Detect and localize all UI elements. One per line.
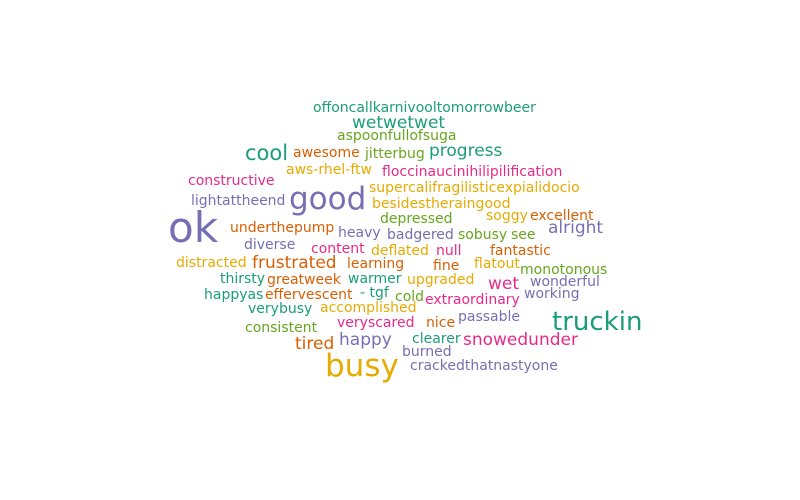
word-flatout: flatout: [474, 256, 520, 272]
word-awesome: awesome: [293, 145, 360, 161]
word-cool: cool: [245, 141, 289, 165]
word-veryscared: veryscared: [337, 315, 415, 331]
word-upgraded: upgraded: [407, 272, 475, 288]
word-diverse: diverse: [244, 237, 296, 253]
word-depressed: depressed: [380, 211, 453, 227]
word-besidestheraingood: besidestheraingood: [372, 196, 511, 212]
word-fantastic: fantastic: [490, 243, 551, 259]
word-offoncallkarnivooltomorrowbeer: offoncallkarnivooltomorrowbeer: [313, 100, 536, 116]
word-frustrated: frustrated: [252, 253, 337, 273]
word-tgf: - tgf: [360, 285, 389, 301]
word-excellent: excellent: [530, 208, 594, 224]
word-jitterbug: jitterbug: [365, 146, 425, 162]
word-soggy: soggy: [486, 208, 528, 224]
word-tired: tired: [295, 334, 335, 354]
word-underthepump: underthepump: [230, 220, 335, 236]
word-clearer: clearer: [412, 331, 461, 347]
word-content: content: [311, 241, 365, 257]
word-good: good: [289, 181, 367, 217]
word-effervescent: effervescent: [265, 287, 353, 303]
word-see: see: [511, 227, 536, 243]
word-supercalifragilisticexpialidocio: supercalifragilisticexpialidocio: [369, 180, 580, 196]
word-nice: nice: [426, 315, 456, 331]
word-snowedunder: snowedunder: [463, 330, 578, 350]
word-accomplished: accomplished: [320, 300, 417, 316]
word-cold: cold: [395, 289, 425, 305]
word-extraordinary: extraordinary: [425, 292, 520, 308]
word-distracted: distracted: [176, 255, 247, 271]
word-wet: wet: [488, 274, 520, 294]
word-badgered: badgered: [387, 227, 454, 243]
word-happyas: happyas: [204, 287, 264, 303]
word-burned: burned: [402, 344, 452, 360]
word-working: working: [524, 286, 580, 302]
word-alright: alright: [548, 218, 604, 238]
word-verybusy: verybusy: [248, 301, 313, 317]
word-monotonous: monotonous: [520, 262, 608, 278]
word-learning: learning: [347, 256, 405, 272]
word-sobusy: sobusy: [458, 227, 508, 243]
word-wonderful: wonderful: [530, 274, 600, 290]
word-wetwetwet: wetwetwet: [352, 113, 446, 133]
word-floccinaucinihilipilification: floccinaucinihilipilification: [382, 164, 563, 180]
word-lightattheend: lightattheend: [191, 193, 286, 209]
word-heavy: heavy: [338, 225, 381, 241]
word-thirsty: thirsty: [220, 271, 266, 287]
word-consistent: consistent: [245, 320, 318, 336]
word-progress: progress: [429, 141, 503, 161]
word-deflated: deflated: [371, 243, 429, 259]
word-constructive: constructive: [188, 173, 275, 189]
word-passable: passable: [458, 309, 521, 325]
word-happy: happy: [339, 330, 392, 350]
word-ok: ok: [168, 203, 219, 252]
word-truckin: truckin: [552, 307, 643, 337]
word-crackedthatnastyone: crackedthatnastyone: [410, 358, 558, 374]
word-greatweek: greatweek: [267, 272, 341, 288]
word-busy: busy: [325, 348, 399, 384]
word-warmer: warmer: [348, 271, 402, 287]
word-null: null: [436, 243, 462, 259]
word-aspoonfullofsuga: aspoonfullofsuga: [337, 128, 457, 144]
word-aws-rhel-ftw: aws-rhel-ftw: [286, 162, 372, 178]
word-fine: fine: [433, 258, 460, 274]
